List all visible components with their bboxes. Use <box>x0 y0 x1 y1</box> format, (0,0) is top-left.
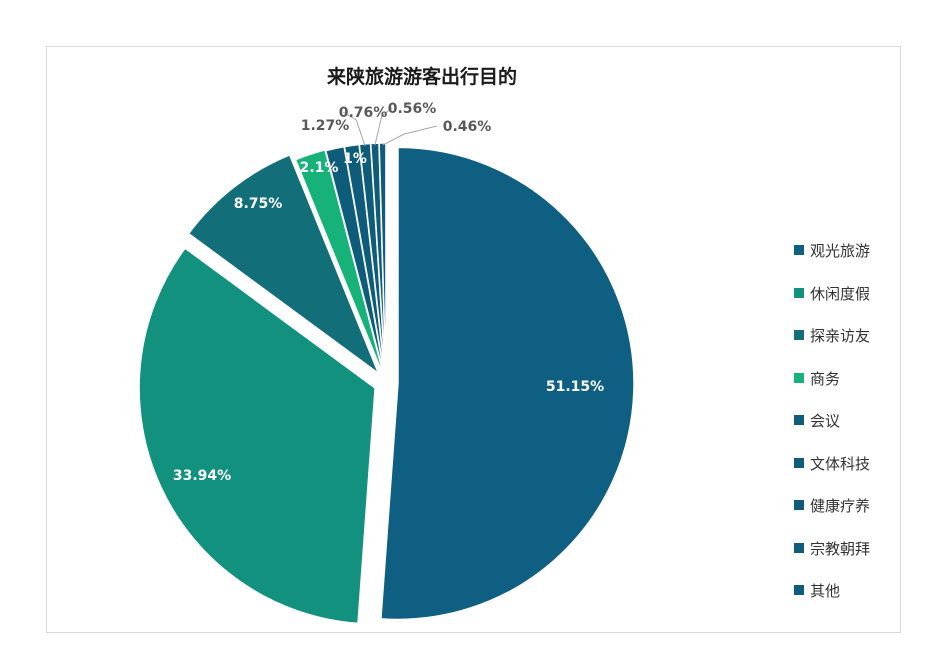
legend: 观光旅游休闲度假探亲访友商务会议文体科技健康疗养宗教朝拜其他 <box>794 240 870 623</box>
legend-item: 商务 <box>794 368 870 411</box>
legend-swatch <box>794 457 804 468</box>
legend-item: 其他 <box>794 580 870 623</box>
data-label-6: 1% <box>343 151 367 167</box>
legend-label: 会议 <box>810 412 841 430</box>
pie-slice-3 <box>187 153 381 376</box>
legend-item: 健康疗养 <box>794 495 870 538</box>
legend-label: 商务 <box>810 369 841 388</box>
legend-label: 宗教朝拜 <box>810 539 871 558</box>
pie-slice-4 <box>294 148 386 379</box>
legend-swatch <box>794 287 804 298</box>
legend-item: 文体科技 <box>794 453 870 496</box>
data-label-4: 2.1% <box>300 160 339 176</box>
legend-item: 休闲度假 <box>794 283 870 326</box>
data-label-9: 0.46% <box>443 119 492 135</box>
legend-label: 其他 <box>810 582 841 600</box>
data-label-7: 0.76% <box>339 105 388 121</box>
legend-swatch <box>794 415 804 425</box>
pie-slice-1 <box>380 146 635 621</box>
legend-item: 观光旅游 <box>794 240 870 283</box>
data-label-8: 0.56% <box>388 101 437 117</box>
legend-label: 探亲访友 <box>810 327 871 345</box>
legend-item: 宗教朝拜 <box>794 538 870 581</box>
leader-line-9 <box>382 125 438 146</box>
legend-swatch <box>794 500 804 510</box>
legend-swatch <box>794 542 804 553</box>
legend-label: 文体科技 <box>810 454 871 473</box>
legend-swatch <box>794 245 804 255</box>
data-label-1: 51.15% <box>546 379 604 395</box>
legend-label: 健康疗养 <box>810 497 871 515</box>
legend-swatch <box>794 330 804 340</box>
legend-swatch <box>794 585 804 595</box>
legend-label: 休闲度假 <box>810 284 871 303</box>
data-label-5: 1.27% <box>301 118 350 134</box>
chart-title: 来陕旅游游客出行目的 <box>326 66 517 88</box>
leader-line-8 <box>374 107 393 146</box>
data-label-3: 8.75% <box>234 196 283 212</box>
legend-swatch <box>794 372 804 383</box>
pie-slice-2 <box>138 247 376 625</box>
legend-label: 观光旅游 <box>810 242 871 260</box>
legend-item: 会议 <box>794 410 870 453</box>
data-label-2: 33.94% <box>173 468 231 484</box>
legend-item: 探亲访友 <box>794 325 870 368</box>
leader-line-7 <box>342 111 366 147</box>
